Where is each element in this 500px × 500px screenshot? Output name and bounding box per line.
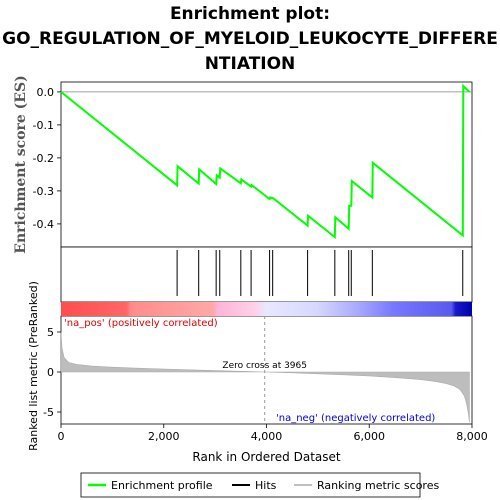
xtick-label: 0	[58, 430, 65, 443]
es-ytick-label: -0.3	[33, 185, 54, 198]
ranking-metric-area	[60, 331, 470, 423]
es-ytick-label: 0.0	[37, 86, 55, 99]
xtick-label: 4,000	[251, 430, 283, 443]
zero-cross-label: Zero cross at 3965	[222, 361, 307, 371]
metric-ytick-label: 5	[47, 326, 54, 339]
legend-label-ranking-metric: Ranking metric scores	[317, 479, 439, 492]
es-ylabel: Enrichment score (ES)	[13, 75, 29, 253]
positive-correlation-label: 'na_pos' (positively correlated)	[64, 318, 218, 329]
hits-panel-frame	[60, 246, 473, 303]
es-panel-frame	[60, 81, 473, 248]
es-ytick-label: -0.4	[33, 218, 54, 231]
legend-label-enrichment-profile: Enrichment profile	[111, 479, 213, 492]
es-ytick-label: -0.2	[33, 152, 54, 165]
rank-gradient-bar	[61, 302, 472, 316]
legend-box	[80, 472, 421, 498]
xlabel: Rank in Ordered Dataset	[192, 450, 340, 464]
chart-title-line-3: NTIATION	[204, 54, 296, 74]
negative-correlation-label: 'na_neg' (negatively correlated)	[276, 413, 435, 424]
chart-title-line-2: GO_REGULATION_OF_MYELOID_LEUKOCYTE_DIFFE…	[2, 29, 498, 49]
metric-ytick-label: -5	[43, 406, 54, 419]
chart-title-line-1: Enrichment plot:	[169, 4, 331, 24]
metric-ytick-label: 0	[47, 366, 54, 379]
metric-ylabel: Ranked list metric (PreRanked)	[27, 281, 40, 451]
xtick-label: 8,000	[456, 430, 488, 443]
es-ytick-label: -0.1	[33, 119, 54, 132]
enrichment-profile-line	[60, 83, 471, 240]
legend-label-hits: Hits	[255, 479, 277, 492]
xtick-label: 6,000	[354, 430, 386, 443]
xtick-label: 2,000	[148, 430, 180, 443]
